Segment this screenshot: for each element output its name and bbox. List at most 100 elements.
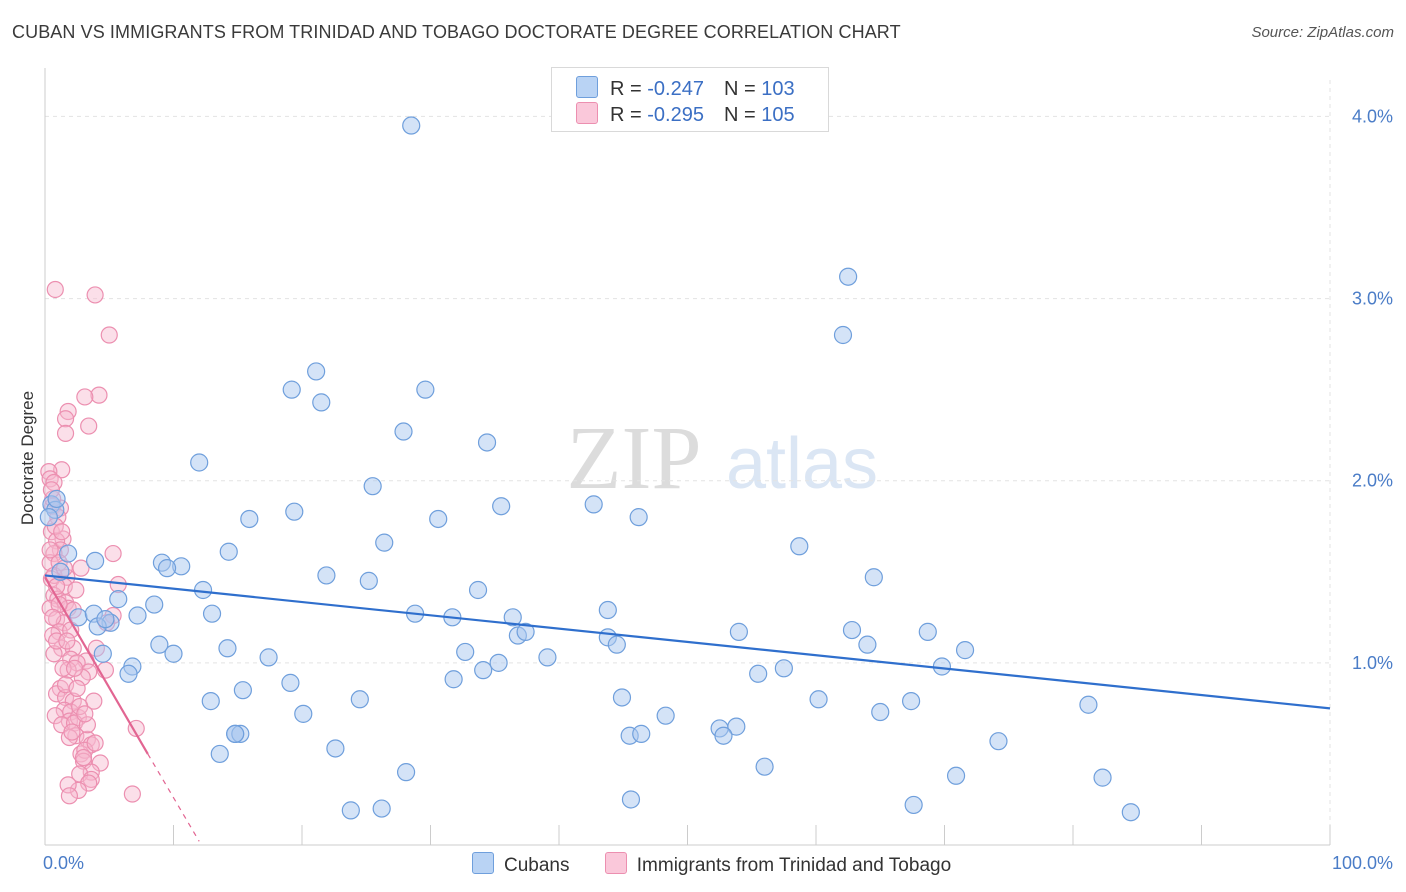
data-point-cubans xyxy=(749,664,768,683)
data-point-cubans xyxy=(285,502,304,521)
stats-legend: R = -0.247 N = 103 R = -0.295 N = 105 xyxy=(551,67,829,132)
data-point-trinidad xyxy=(72,559,90,577)
legend-r-value: -0.247 xyxy=(647,78,704,100)
legend-label-cubans: Cubans xyxy=(504,855,570,876)
watermark-zip: ZIP xyxy=(567,409,702,508)
data-point-cubans xyxy=(1079,695,1098,714)
data-point-cubans xyxy=(317,566,336,585)
data-point-cubans xyxy=(858,635,877,654)
y-tick-label: 3.0% xyxy=(1352,289,1393,309)
data-point-cubans xyxy=(128,606,147,625)
data-point-trinidad xyxy=(86,734,104,752)
data-point-trinidad xyxy=(76,388,94,406)
data-point-cubans xyxy=(714,726,733,745)
data-point-cubans xyxy=(584,495,603,514)
data-point-trinidad xyxy=(69,781,88,799)
trend-line-trinidad xyxy=(44,576,149,755)
data-point-cubans xyxy=(240,509,259,529)
data-point-cubans xyxy=(93,644,112,663)
y-tick-label: 2.0% xyxy=(1352,471,1393,491)
data-point-cubans xyxy=(164,644,183,663)
data-point-trinidad xyxy=(68,679,86,697)
data-point-cubans xyxy=(864,568,883,587)
data-point-trinidad xyxy=(65,659,84,677)
legend-item-cubans: Cubans xyxy=(472,852,570,877)
legend-row-trinidad: R = -0.295 N = 105 xyxy=(576,102,795,126)
data-point-cubans xyxy=(233,681,252,700)
data-point-cubans xyxy=(157,559,177,578)
data-point-cubans xyxy=(755,757,774,776)
data-point-trinidad xyxy=(67,581,85,599)
chart-title: CUBAN VS IMMIGRANTS FROM TRINIDAD AND TO… xyxy=(12,22,901,42)
data-point-cubans xyxy=(946,766,966,785)
legend-n-label: N = xyxy=(723,78,762,100)
data-point-trinidad xyxy=(58,632,76,650)
data-point-trinidad xyxy=(80,417,98,435)
data-point-trinidad xyxy=(53,461,71,479)
data-point-cubans xyxy=(145,595,164,614)
data-point-cubans xyxy=(503,608,522,627)
data-point-cubans xyxy=(621,790,641,809)
data-point-trinidad xyxy=(56,410,75,428)
data-point-cubans xyxy=(1121,803,1140,822)
data-point-cubans xyxy=(281,673,300,692)
data-point-cubans xyxy=(468,580,488,600)
data-point-trinidad xyxy=(53,523,71,541)
tick-labels: 1.0% 2.0% 3.0% 4.0% 0.0% 100.0% xyxy=(43,106,1393,873)
data-point-trinidad xyxy=(47,685,66,703)
data-point-cubans xyxy=(538,648,557,667)
data-point-cubans xyxy=(282,380,301,399)
data-point-trinidad xyxy=(78,716,97,734)
data-point-cubans xyxy=(59,544,78,563)
data-point-trinidad xyxy=(63,723,81,741)
data-point-cubans xyxy=(833,325,853,345)
legend-n-value: 103 xyxy=(761,78,795,100)
data-point-cubans xyxy=(259,648,278,667)
data-point-cubans xyxy=(492,497,511,516)
trend-lines xyxy=(44,574,1331,842)
data-point-cubans xyxy=(86,551,105,570)
data-point-trinidad xyxy=(74,748,93,767)
data-point-cubans xyxy=(193,580,213,600)
data-point-cubans xyxy=(727,717,746,736)
data-point-trinidad xyxy=(91,754,109,772)
data-point-cubans xyxy=(839,267,858,286)
data-point-cubans xyxy=(109,590,128,609)
data-point-cubans xyxy=(516,622,535,641)
legend-swatch-cubans xyxy=(576,76,598,98)
data-point-cubans xyxy=(307,362,326,381)
data-point-cubans xyxy=(489,653,508,672)
data-point-cubans xyxy=(598,600,617,620)
data-point-trinidad xyxy=(86,286,104,304)
data-point-trinidad xyxy=(127,719,145,738)
data-point-cubans xyxy=(871,702,890,722)
watermark-atlas: atlas xyxy=(726,424,878,504)
data-point-trinidad xyxy=(44,608,62,626)
data-point-cubans xyxy=(790,537,809,556)
data-point-cubans xyxy=(119,664,138,683)
data-point-cubans xyxy=(656,706,675,725)
legend-row-cubans: R = -0.247 N = 103 xyxy=(576,76,795,100)
data-point-cubans xyxy=(989,732,1008,751)
data-point-trinidad xyxy=(56,424,75,442)
data-point-cubans xyxy=(372,799,391,818)
legend-r-label: R = xyxy=(610,78,648,100)
data-point-cubans xyxy=(429,509,448,529)
data-point-trinidad xyxy=(60,787,79,805)
legend-swatch-trinidad xyxy=(576,102,598,124)
trend-line-trinidad-extension xyxy=(147,753,200,842)
legend-r-label: R = xyxy=(610,104,648,126)
data-point-cubans xyxy=(47,489,66,509)
data-point-cubans xyxy=(39,508,58,527)
data-point-trinidad xyxy=(123,785,141,803)
data-point-cubans xyxy=(842,620,862,640)
data-point-cubans xyxy=(294,704,313,723)
source-label: Source: ZipAtlas.com xyxy=(1251,24,1394,41)
legend-r-value: -0.295 xyxy=(647,104,704,126)
data-point-cubans xyxy=(402,116,421,135)
data-point-cubans xyxy=(341,801,360,820)
data-point-cubans xyxy=(477,433,497,452)
axes xyxy=(44,68,1331,846)
legend-n-label: N = xyxy=(723,104,762,126)
data-point-cubans xyxy=(809,690,828,709)
